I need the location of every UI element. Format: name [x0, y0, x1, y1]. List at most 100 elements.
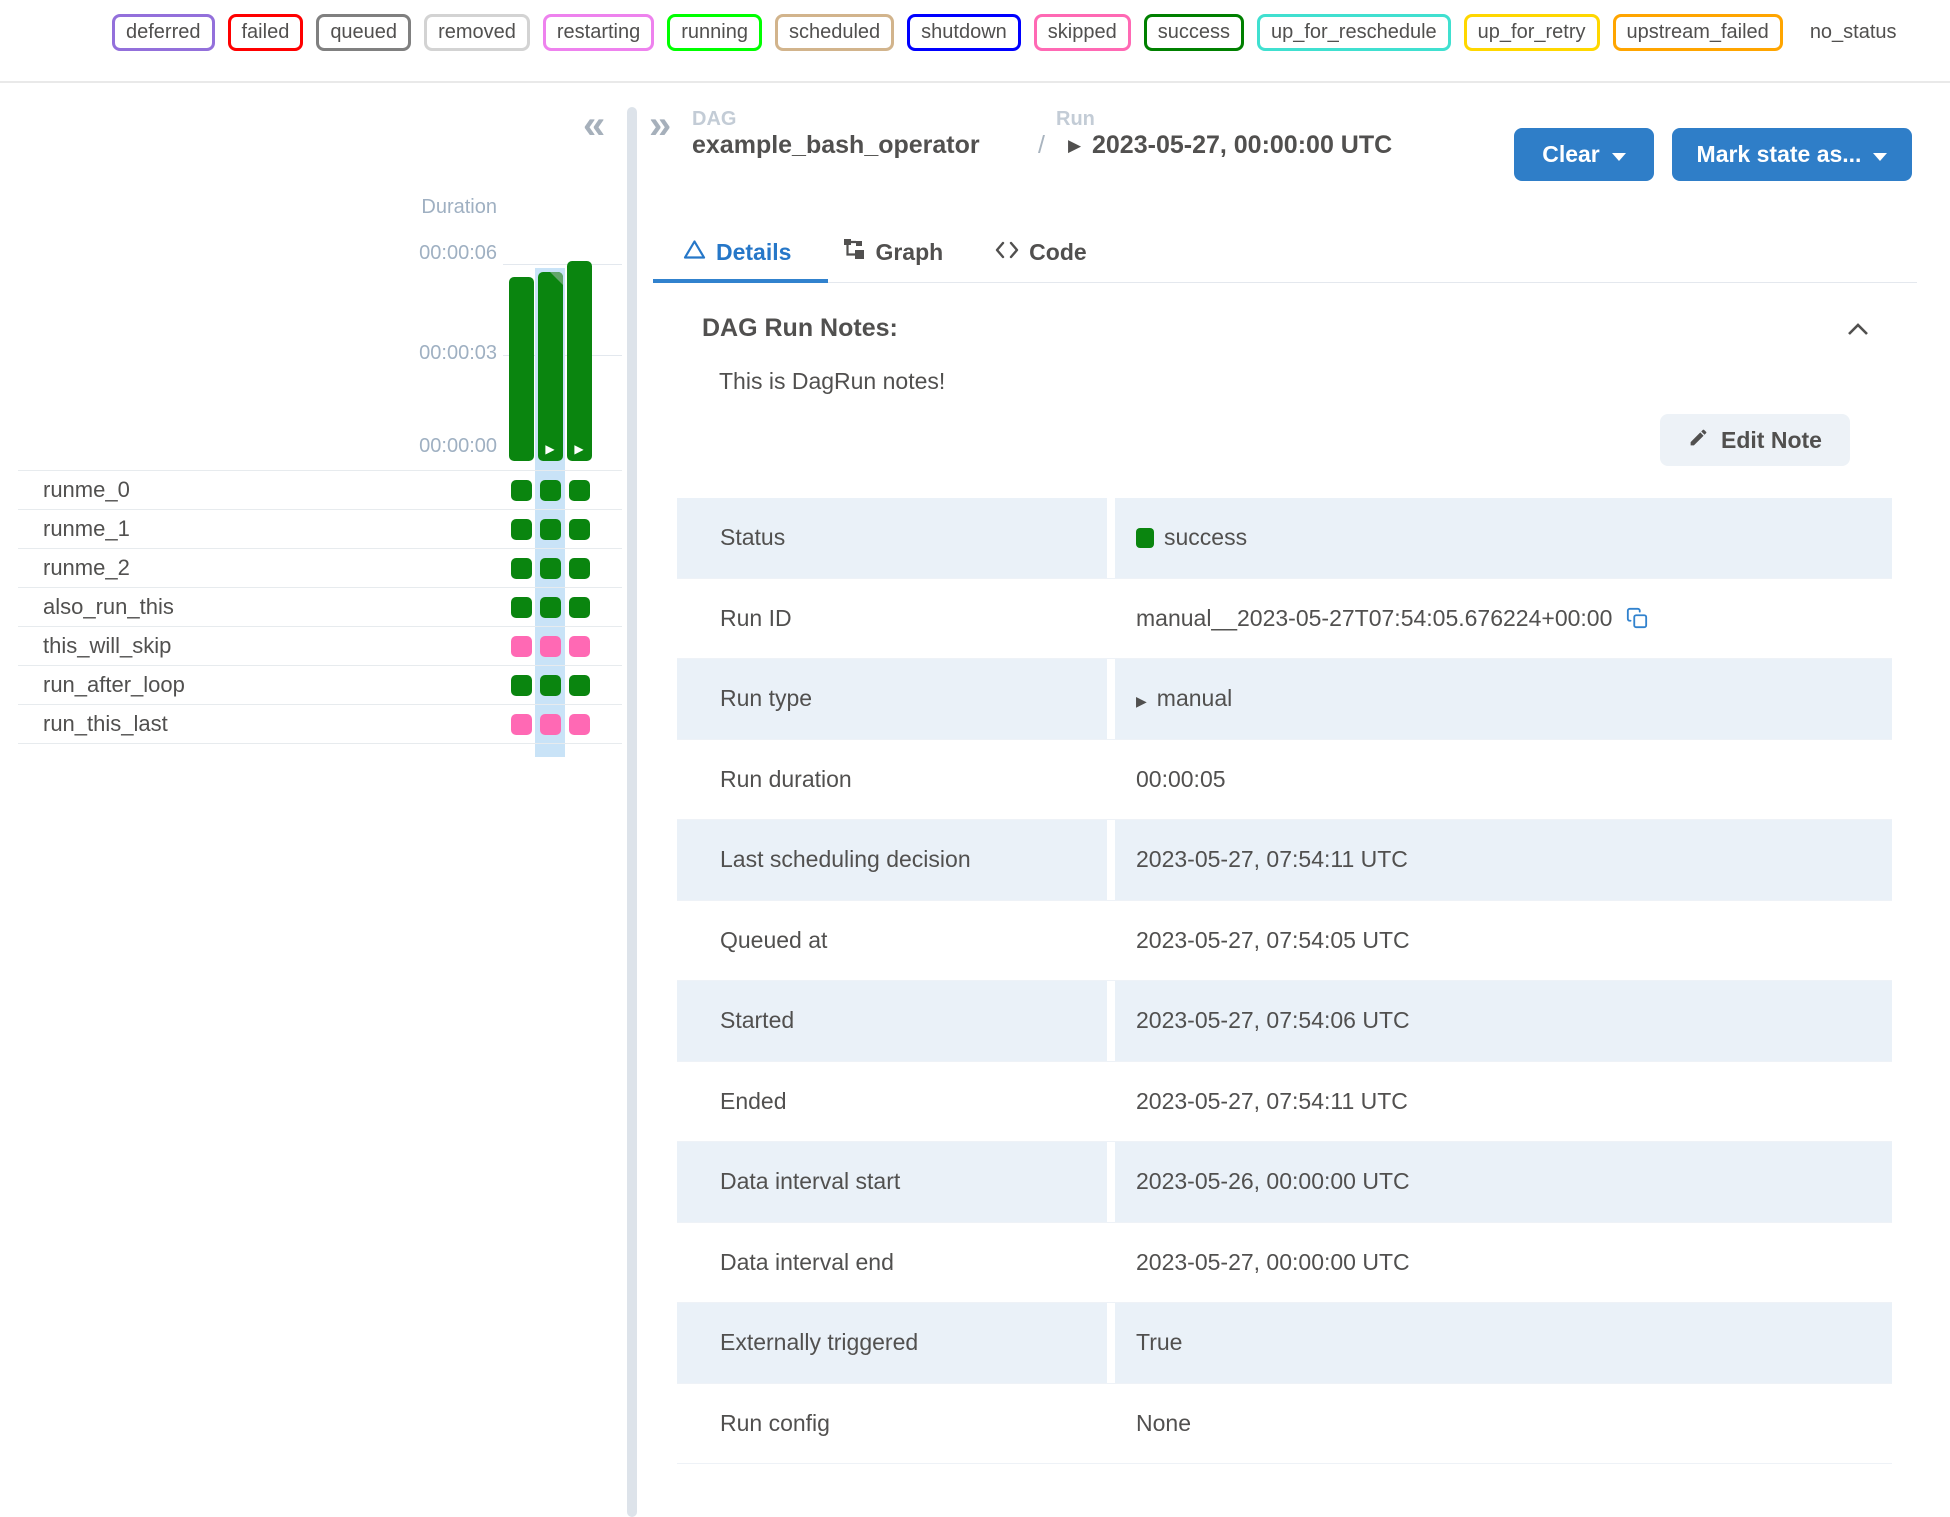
manual-run-play-icon: ▶ — [545, 442, 555, 456]
legend-badge-upstream_failed[interactable]: upstream_failed — [1612, 14, 1783, 51]
column-gap — [1107, 981, 1115, 1061]
legend-divider — [0, 81, 1950, 83]
breadcrumb-run-label: Run — [1056, 108, 1095, 130]
copy-run-id-icon[interactable] — [1626, 607, 1648, 629]
legend-badge-queued[interactable]: queued — [316, 14, 412, 51]
duration-chart-title: Duration — [421, 196, 497, 218]
breadcrumb-separator: / — [1038, 131, 1045, 159]
tab-code-label: Code — [1029, 238, 1087, 265]
dag-run-bar-3[interactable]: ▶ — [566, 261, 592, 461]
detail-value: manual — [1115, 659, 1892, 739]
legend-badge-scheduled[interactable]: scheduled — [774, 14, 895, 51]
task-label-runme_1[interactable]: runme_1 — [43, 516, 130, 541]
dag-run-bar-1[interactable] — [508, 277, 534, 461]
graph-icon — [843, 238, 865, 266]
detail-row-run-id: Run ID manual__2023-05-27T07:54:05.676224… — [677, 578, 1892, 659]
collapse-grid-icon[interactable]: « — [583, 103, 606, 147]
collapse-notes-chevron-up-icon[interactable] — [1846, 322, 1870, 341]
breadcrumb-dag-name[interactable]: example_bash_operator — [692, 131, 980, 159]
tab-code[interactable]: Code — [995, 239, 1087, 266]
task-instance-square-success[interactable] — [539, 597, 561, 618]
task-instance-square-success[interactable] — [510, 675, 532, 696]
detail-label: Last scheduling decision — [677, 820, 1107, 900]
column-gap — [1107, 1142, 1115, 1222]
legend-badge-deferred[interactable]: deferred — [112, 14, 215, 51]
detail-value-text: True — [1136, 1329, 1183, 1356]
legend-badge-up_for_retry[interactable]: up_for_retry — [1463, 14, 1600, 51]
task-instance-square-success[interactable] — [539, 480, 561, 501]
task-instance-square-skipped[interactable] — [510, 636, 532, 657]
mark-state-button-label: Mark state as... — [1696, 141, 1862, 167]
task-instance-square-success[interactable] — [539, 519, 561, 540]
dag-run-bar-2[interactable]: ▶ — [537, 272, 563, 461]
task-label-this_will_skip[interactable]: this_will_skip — [43, 633, 172, 658]
tab-details-label: Details — [716, 238, 792, 265]
task-instance-square-success[interactable] — [510, 597, 532, 618]
detail-label: Queued at — [720, 926, 828, 953]
task-instance-square-success[interactable] — [539, 558, 561, 579]
detail-value-text: manual — [1156, 685, 1233, 712]
task-label-runme_0[interactable]: runme_0 — [43, 477, 130, 502]
task-label-runme_2[interactable]: runme_2 — [43, 555, 130, 580]
legend-badge-shutdown[interactable]: shutdown — [907, 14, 1021, 51]
legend-badge-success[interactable]: success — [1143, 14, 1244, 51]
expand-details-icon[interactable]: » — [649, 103, 672, 147]
legend-badge-up_for_reschedule[interactable]: up_for_reschedule — [1256, 14, 1451, 51]
task-label-run_this_last[interactable]: run_this_last — [43, 711, 168, 736]
legend-badge-skipped[interactable]: skipped — [1033, 14, 1131, 51]
task-instance-square-success[interactable] — [568, 597, 590, 618]
clear-button[interactable]: Clear — [1514, 128, 1654, 181]
task-instance-square-success[interactable] — [539, 675, 561, 696]
panel-resize-handle[interactable] — [627, 107, 637, 1517]
pencil-icon — [1688, 427, 1709, 454]
dag-run-notes-content: This is DagRun notes! — [719, 368, 946, 394]
task-instance-square-success[interactable] — [568, 519, 590, 540]
task-instance-square-success[interactable] — [568, 675, 590, 696]
edit-note-button[interactable]: Edit Note — [1660, 414, 1850, 466]
column-gap — [1107, 1303, 1115, 1383]
legend-badge-restarting[interactable]: restarting — [542, 14, 655, 51]
task-instance-square-skipped[interactable] — [539, 714, 561, 735]
run-note-fold-icon — [549, 272, 563, 285]
task-instance-square-success[interactable] — [568, 480, 590, 501]
tab-details[interactable]: Details — [683, 238, 791, 267]
status-color-square — [1136, 527, 1154, 548]
task-instance-square-skipped[interactable] — [568, 714, 590, 735]
detail-value-text: 2023-05-27, 00:00:00 UTC — [1136, 1248, 1410, 1275]
task-label-also_run_this[interactable]: also_run_this — [43, 594, 174, 619]
detail-label: Data interval end — [720, 1248, 894, 1275]
detail-row-run-config: Run config None — [677, 1383, 1892, 1464]
tab-graph[interactable]: Graph — [843, 238, 943, 266]
detail-label: Run ID — [720, 604, 792, 631]
y-axis-tick: 00:00:06 — [419, 242, 497, 264]
task-grid: runme_0 runme_1 runme_2 also_run_this this_w… — [18, 470, 622, 744]
task-instance-square-success[interactable] — [510, 558, 532, 579]
y-axis-tick: 00:00:03 — [419, 342, 497, 364]
task-label-run_after_loop[interactable]: run_after_loop — [43, 672, 185, 697]
legend-badge-running[interactable]: running — [667, 14, 762, 51]
detail-row-queued-at: Queued at 2023-05-27, 07:54:05 UTC — [677, 900, 1892, 981]
task-instance-square-skipped[interactable] — [539, 636, 561, 657]
mark-state-as-button[interactable]: Mark state as... — [1672, 128, 1912, 181]
detail-value-text: 2023-05-26, 00:00:00 UTC — [1136, 1168, 1410, 1195]
detail-label: Externally triggered — [677, 1303, 1107, 1383]
legend-badge-removed[interactable]: removed — [424, 14, 530, 51]
task-instance-square-success[interactable] — [510, 480, 532, 501]
dag-run-notes-title: DAG Run Notes: — [702, 314, 898, 342]
tab-graph-label: Graph — [875, 238, 944, 265]
detail-value-text: 2023-05-27, 07:54:05 UTC — [1136, 926, 1410, 953]
detail-value: 2023-05-27, 07:54:06 UTC — [1115, 981, 1892, 1061]
detail-value-text: 2023-05-27, 07:54:06 UTC — [1136, 1007, 1410, 1034]
detail-label: Run config — [720, 1409, 830, 1436]
task-instance-square-skipped[interactable] — [568, 636, 590, 657]
task-instance-square-skipped[interactable] — [510, 714, 532, 735]
legend-badge-failed[interactable]: failed — [227, 14, 304, 51]
detail-label: Started — [677, 981, 1107, 1061]
column-gap — [1107, 578, 1115, 658]
detail-row-run-duration: Run duration 00:00:05 — [677, 739, 1892, 820]
task-instance-square-success[interactable] — [568, 558, 590, 579]
detail-value: 2023-05-27, 07:54:11 UTC — [1115, 1062, 1892, 1142]
task-instance-square-success[interactable] — [510, 519, 532, 540]
detail-value: 2023-05-26, 00:00:00 UTC — [1115, 1142, 1892, 1222]
task-row-also_run_this: also_run_this — [18, 587, 622, 626]
